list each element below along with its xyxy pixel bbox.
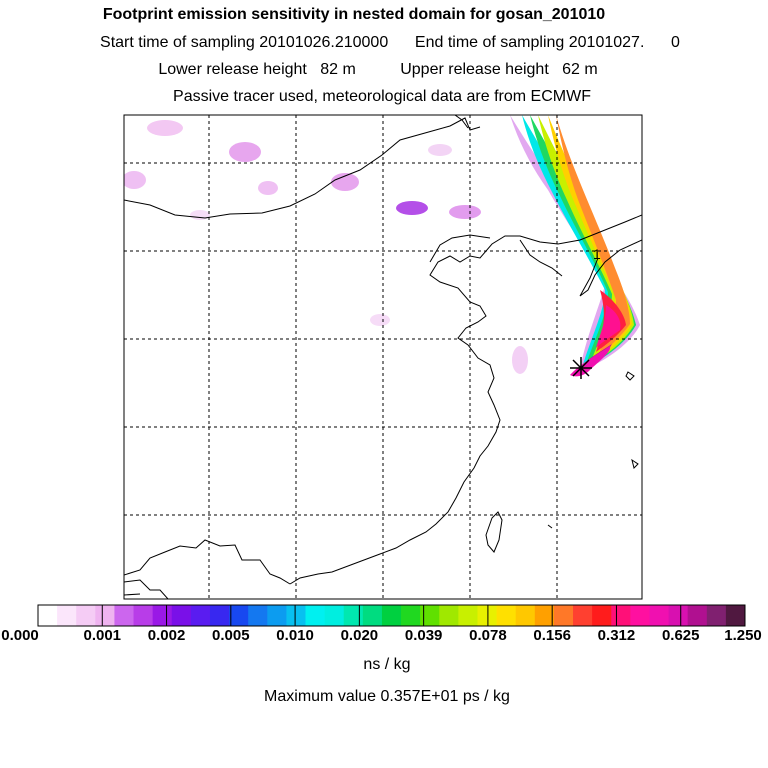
colorbar-swatch	[401, 605, 421, 626]
colorbar-swatch	[668, 605, 689, 626]
colorbar-tick-label: 1.250	[724, 627, 762, 644]
grid-lines	[124, 115, 642, 599]
colorbar-tick-label: 0.020	[340, 627, 379, 644]
sampling-time-line: Start time of sampling 20101026.210000 E…	[100, 34, 680, 51]
maximum-value-label: Maximum value 0.357E+01 ps / kg	[264, 688, 510, 705]
colorbar-swatch	[248, 605, 268, 626]
colorbar-swatch	[420, 605, 440, 626]
colorbar-swatch	[725, 605, 746, 626]
colorbar-tick-label: 0.625	[661, 627, 700, 644]
colorbar-swatch	[152, 605, 173, 626]
colorbar-swatch	[114, 605, 135, 626]
colorbar-swatch	[496, 605, 517, 626]
colorbar-swatch	[95, 605, 115, 626]
colorbar-swatch	[343, 605, 364, 626]
colorbar-tick-label: 0.312	[597, 627, 636, 644]
colorbar-tick-label: 0.005	[212, 627, 250, 644]
contour-label: 1	[593, 246, 601, 262]
colorbar-unit-label: ns / kg	[363, 656, 411, 673]
tracer-info-line: Passive tracer used, meteorological data…	[173, 88, 591, 105]
colorbar-tick-label: 0.000	[1, 627, 39, 644]
colorbar-swatch	[630, 605, 650, 626]
colorbar-swatch	[381, 605, 402, 626]
colorbar-swatch	[190, 605, 211, 626]
colorbar-swatch	[592, 605, 612, 626]
colorbar-tick-label: 0.010	[276, 627, 314, 644]
colorbar-swatch	[38, 605, 58, 626]
colorbar-swatch	[515, 605, 536, 626]
colorbar-tick-label: 0.001	[83, 627, 122, 644]
colorbar-tick-label: 0.039	[404, 627, 443, 644]
plume	[510, 115, 640, 377]
colorbar-swatch	[57, 605, 77, 626]
colorbar-swatch	[553, 605, 574, 626]
colorbar-swatch	[611, 605, 631, 626]
colorbar-frame	[37, 604, 746, 627]
colorbar-swatch	[477, 605, 498, 626]
release-height-line: Lower release height 82 m Upper release …	[158, 61, 598, 78]
colorbar-swatch	[573, 605, 593, 626]
colorbar-swatch	[534, 605, 555, 626]
map-frame	[123, 114, 643, 600]
colorbar-swatch	[324, 605, 345, 626]
colorbar-swatch	[439, 605, 459, 626]
colorbar-swatch	[649, 605, 670, 626]
colorbar-swatch	[362, 605, 383, 626]
low-sensitivity-patches	[124, 120, 528, 374]
colorbar-tick-label: 0.078	[469, 627, 507, 644]
colorbar-swatch	[706, 605, 727, 626]
colorbar-swatch	[133, 605, 154, 626]
colorbar-swatch	[76, 605, 96, 626]
colorbar-swatch	[305, 605, 326, 626]
colorbar-swatch	[171, 605, 192, 626]
colorbar-swatch	[286, 605, 307, 626]
receptor-star-icon	[570, 357, 592, 379]
colorbar-swatch	[687, 605, 708, 626]
colorbar-tick-label: 0.002	[147, 627, 186, 644]
colorbar-swatch	[209, 605, 230, 626]
colorbar-swatch	[267, 605, 287, 626]
colorbar-swatch	[458, 605, 478, 626]
colorbar	[37, 605, 746, 626]
plot-title: Footprint emission sensitivity in nested…	[102, 6, 606, 23]
map-area: 1	[124, 115, 642, 599]
coastlines	[124, 115, 642, 599]
colorbar-swatch	[229, 605, 249, 626]
colorbar-tick-label: 0.156	[533, 627, 571, 644]
